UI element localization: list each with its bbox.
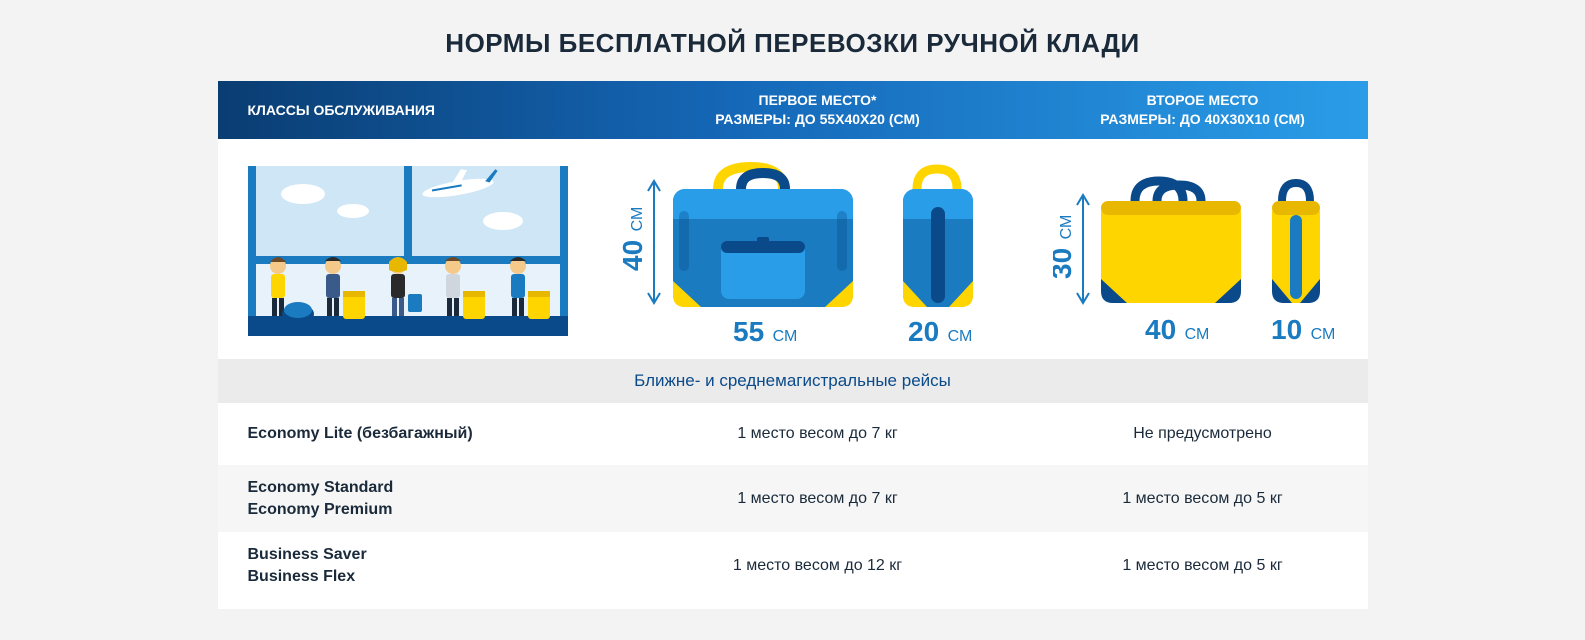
- airport-scene-cell: [218, 166, 598, 336]
- header-second-item: ВТОРОЕ МЕСТО РАЗМЕРЫ: ДО 40Х30Х10 (СМ): [1038, 81, 1368, 139]
- bag2-depth-num: 10: [1271, 314, 1302, 345]
- header-second-item-line1: ВТОРОЕ МЕСТО: [1147, 92, 1259, 108]
- baggage-table-panel: КЛАССЫ ОБСЛУЖИВАНИЯ ПЕРВОЕ МЕСТО* РАЗМЕР…: [218, 81, 1368, 609]
- row-class-label: Economy Lite (безбагажный): [218, 411, 598, 457]
- row-col3: 1 место весом до 5 кг: [1038, 478, 1368, 520]
- bag2-width-num: 40: [1145, 314, 1176, 345]
- bag1-width-num: 55: [733, 316, 764, 347]
- page-title: НОРМЫ БЕСПЛАТНОЙ ПЕРЕВОЗКИ РУЧНОЙ КЛАДИ: [0, 0, 1585, 81]
- table-row: Economy Standard Economy Premium 1 место…: [218, 465, 1368, 532]
- bag1-depth-unit: СМ: [947, 328, 972, 345]
- bag2-cell: 30 СМ 40 СМ: [1038, 151, 1368, 351]
- bag2-height-num: 30: [1053, 248, 1077, 279]
- svg-text:10 СМ: 10 СМ: [1271, 314, 1335, 345]
- section-band: Ближне- и среднемагистральные рейсы: [218, 359, 1368, 403]
- row-col2: 1 место весом до 7 кг: [598, 478, 1038, 520]
- row-col2: 1 место весом до 7 кг: [598, 413, 1038, 455]
- table-header-row: КЛАССЫ ОБСЛУЖИВАНИЯ ПЕРВОЕ МЕСТО* РАЗМЕР…: [218, 81, 1368, 139]
- illustration-row: 40 СМ: [218, 139, 1368, 359]
- header-first-item-line1: ПЕРВОЕ МЕСТО*: [759, 92, 877, 108]
- bag1-icon: 40 СМ: [618, 151, 1018, 351]
- svg-text:40 СМ: 40 СМ: [1145, 314, 1209, 345]
- header-second-item-line2: РАЗМЕРЫ: ДО 40Х30Х10 (СМ): [1100, 111, 1305, 127]
- table-row: Economy Lite (безбагажный) 1 место весом…: [218, 403, 1368, 465]
- row-col3: 1 место весом до 5 кг: [1038, 545, 1368, 587]
- svg-text:30 СМ: 30 СМ: [1053, 215, 1077, 279]
- bag2-depth-unit: СМ: [1310, 326, 1335, 343]
- bag1-height-num: 40: [618, 240, 648, 271]
- row-class-label: Business Saver Business Flex: [218, 532, 598, 599]
- header-service-class: КЛАССЫ ОБСЛУЖИВАНИЯ: [218, 91, 598, 130]
- row-class-label: Economy Standard Economy Premium: [218, 465, 598, 532]
- bag2-height-unit: СМ: [1058, 215, 1075, 240]
- bag2-icon: 30 СМ 40 СМ: [1053, 151, 1353, 351]
- svg-text:40 СМ: 40 СМ: [618, 207, 648, 271]
- header-first-item-line2: РАЗМЕРЫ: ДО 55Х40Х20 (СМ): [715, 111, 920, 127]
- header-first-item: ПЕРВОЕ МЕСТО* РАЗМЕРЫ: ДО 55Х40Х20 (СМ): [598, 81, 1038, 139]
- svg-text:55 СМ: 55 СМ: [733, 316, 797, 347]
- bag1-height-unit: СМ: [629, 207, 646, 232]
- row-col2: 1 место весом до 12 кг: [598, 545, 1038, 587]
- airport-scene-icon: [248, 166, 568, 336]
- table-row: Business Saver Business Flex 1 место вес…: [218, 532, 1368, 599]
- bag1-depth-num: 20: [908, 316, 939, 347]
- bag2-width-unit: СМ: [1184, 326, 1209, 343]
- bag1-width-unit: СМ: [772, 328, 797, 345]
- svg-text:20 СМ: 20 СМ: [908, 316, 972, 347]
- row-col3: Не предусмотрено: [1038, 413, 1368, 455]
- bag1-cell: 40 СМ: [598, 151, 1038, 351]
